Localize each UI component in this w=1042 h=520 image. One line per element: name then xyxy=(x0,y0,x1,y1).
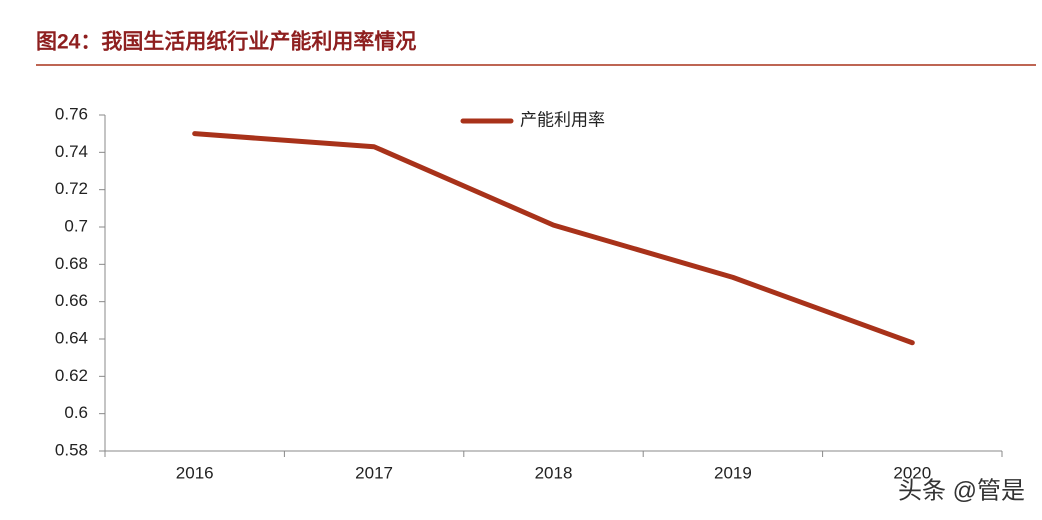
y-tick-label: 0.64 xyxy=(55,328,88,347)
x-tick-label: 2016 xyxy=(176,463,214,482)
x-tick-label: 2020 xyxy=(893,463,931,482)
y-tick-label: 0.66 xyxy=(55,291,88,310)
y-tick-label: 0.62 xyxy=(55,366,88,385)
series-line xyxy=(192,131,915,346)
y-tick-label: 0.74 xyxy=(55,142,88,161)
legend-label: 产能利用率 xyxy=(520,110,605,129)
y-tick-label: 0.72 xyxy=(55,179,88,198)
x-tick-label: 2019 xyxy=(714,463,752,482)
y-tick-label: 0.7 xyxy=(64,216,88,235)
y-tick-label: 0.58 xyxy=(55,440,88,459)
watermark: 头条 @管是 xyxy=(898,477,1025,504)
x-tick-label: 2017 xyxy=(355,463,393,482)
y-tick-label: 0.68 xyxy=(55,254,88,273)
y-tick-label: 0.6 xyxy=(64,403,88,422)
chart-title: 图24：我国生活用纸行业产能利用率情况 xyxy=(36,30,416,54)
y-tick-label: 0.76 xyxy=(55,104,88,123)
x-tick-label: 2018 xyxy=(535,463,573,482)
